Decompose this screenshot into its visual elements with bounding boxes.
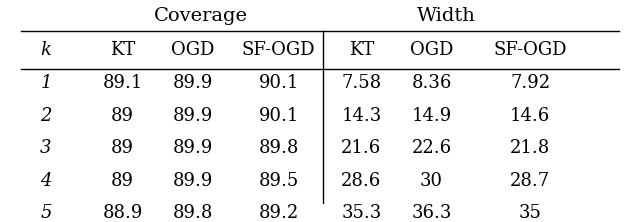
Text: 30: 30 xyxy=(420,172,443,190)
Text: 5: 5 xyxy=(40,204,52,222)
Text: SF-OGD: SF-OGD xyxy=(493,41,567,59)
Text: 89: 89 xyxy=(111,139,134,157)
Text: 1: 1 xyxy=(40,74,52,92)
Text: 89.1: 89.1 xyxy=(102,74,143,92)
Text: 89.9: 89.9 xyxy=(172,74,212,92)
Text: 90.1: 90.1 xyxy=(259,107,299,125)
Text: 14.6: 14.6 xyxy=(510,107,550,125)
Text: 35: 35 xyxy=(519,204,541,222)
Text: 89: 89 xyxy=(111,172,134,190)
Text: 28.6: 28.6 xyxy=(341,172,381,190)
Text: 89.2: 89.2 xyxy=(259,204,299,222)
Text: 7.92: 7.92 xyxy=(510,74,550,92)
Text: 7.58: 7.58 xyxy=(341,74,381,92)
Text: Width: Width xyxy=(417,7,476,25)
Text: 4: 4 xyxy=(40,172,52,190)
Text: 89.8: 89.8 xyxy=(172,204,212,222)
Text: 89.8: 89.8 xyxy=(259,139,299,157)
Text: 14.3: 14.3 xyxy=(341,107,381,125)
Text: 8.36: 8.36 xyxy=(412,74,452,92)
Text: OGD: OGD xyxy=(171,41,214,59)
Text: KT: KT xyxy=(349,41,374,59)
Text: 21.8: 21.8 xyxy=(510,139,550,157)
Text: 88.9: 88.9 xyxy=(102,204,143,222)
Text: 2: 2 xyxy=(40,107,52,125)
Text: 90.1: 90.1 xyxy=(259,74,299,92)
Text: 89.9: 89.9 xyxy=(172,107,212,125)
Text: 89: 89 xyxy=(111,107,134,125)
Text: SF-OGD: SF-OGD xyxy=(242,41,316,59)
Text: 36.3: 36.3 xyxy=(412,204,452,222)
Text: 89.9: 89.9 xyxy=(172,139,212,157)
Text: 21.6: 21.6 xyxy=(341,139,381,157)
Text: 89.9: 89.9 xyxy=(172,172,212,190)
Text: KT: KT xyxy=(110,41,135,59)
Text: 22.6: 22.6 xyxy=(412,139,452,157)
Text: k: k xyxy=(40,41,51,59)
Text: OGD: OGD xyxy=(410,41,453,59)
Text: 28.7: 28.7 xyxy=(510,172,550,190)
Text: 14.9: 14.9 xyxy=(412,107,452,125)
Text: 3: 3 xyxy=(40,139,52,157)
Text: 89.5: 89.5 xyxy=(259,172,299,190)
Text: Coverage: Coverage xyxy=(154,7,248,25)
Text: 35.3: 35.3 xyxy=(341,204,381,222)
